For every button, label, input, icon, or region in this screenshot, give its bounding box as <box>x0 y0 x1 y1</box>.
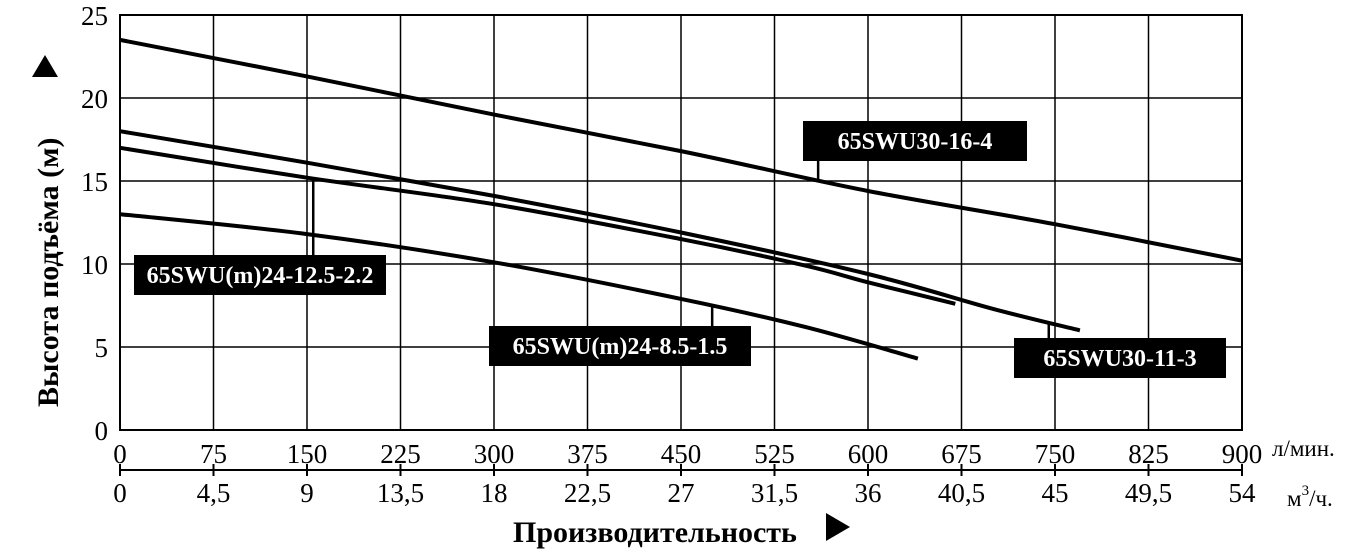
secondary-x-tick-label: 22,5 <box>564 478 611 508</box>
secondary-x-tick-label: 45 <box>1042 478 1069 508</box>
plot-frame <box>119 14 1243 431</box>
annotation-label: 65SWU30-16-4 <box>838 129 993 155</box>
y-tick-label: 25 <box>81 1 108 31</box>
y-axis-title-arrow <box>32 55 58 77</box>
curves <box>119 37 1243 361</box>
grid <box>119 14 1243 431</box>
series-line <box>119 145 956 306</box>
series-annotation: 65SWU(m)24-8.5-1.5 <box>489 305 751 366</box>
secondary-x-tick-label: 18 <box>481 478 508 508</box>
series-line <box>119 37 1243 263</box>
annotation-box <box>1014 338 1226 378</box>
y-tick-label: 0 <box>95 416 109 446</box>
secondary-x-tick-label: 36 <box>855 478 882 508</box>
x-axis-title-arrow <box>826 513 850 541</box>
secondary-x-tick-label: 27 <box>668 478 695 508</box>
x-tick-label: 0 <box>113 439 127 469</box>
series-line <box>119 129 1081 333</box>
series-line <box>119 212 919 361</box>
annotation-box <box>803 121 1027 161</box>
series-annotation: 65SWU30-11-3 <box>1014 322 1226 378</box>
x2-unit-tail: /ч. <box>1309 486 1333 511</box>
secondary-x-tick-label: 4,5 <box>197 478 231 508</box>
y-tick-label: 20 <box>81 84 108 114</box>
x2-unit-base: м <box>1287 486 1302 511</box>
series-annotation: 65SWU(m)24-12.5-2.2 <box>134 178 386 295</box>
y-tick-label: 10 <box>81 250 108 280</box>
axes: 0 75 150 225 300 375 450 525 600 675 750 825 9000510… <box>81 1 1262 508</box>
secondary-x-tick-label: 40,5 <box>938 478 985 508</box>
y-axis-title: Высота подъёма (м) <box>32 55 65 407</box>
secondary-x-tick-label: 54 <box>1229 478 1257 508</box>
x2-unit-label: м3/ч. <box>1287 483 1333 511</box>
secondary-x-tick-label: 49,5 <box>1125 478 1172 508</box>
y-tick-label: 15 <box>81 167 108 197</box>
series-annotation: 65SWU30-16-4 <box>803 121 1027 181</box>
annotation-label: 65SWU30-11-3 <box>1043 346 1196 372</box>
annotation-box <box>134 255 386 295</box>
secondary-x-tick-label: 13,5 <box>377 478 424 508</box>
annotation-label: 65SWU(m)24-12.5-2.2 <box>147 263 374 289</box>
x-axis-title-text: Производительность <box>513 516 797 549</box>
secondary-x-tick-label: 31,5 <box>751 478 798 508</box>
x-axis-title: Производительность <box>513 513 850 549</box>
y-tick-label: 5 <box>95 333 109 363</box>
annotation-box <box>489 326 751 366</box>
y-axis-title-text: Высота подъёма (м) <box>32 137 65 407</box>
x-unit-label: л/мин. <box>1272 436 1335 461</box>
annotation-label: 65SWU(m)24-8.5-1.5 <box>513 334 728 360</box>
x2-unit-sup: 3 <box>1302 483 1310 499</box>
secondary-x-tick-label: 9 <box>300 478 314 508</box>
secondary-x-tick-label: 0 <box>113 478 127 508</box>
